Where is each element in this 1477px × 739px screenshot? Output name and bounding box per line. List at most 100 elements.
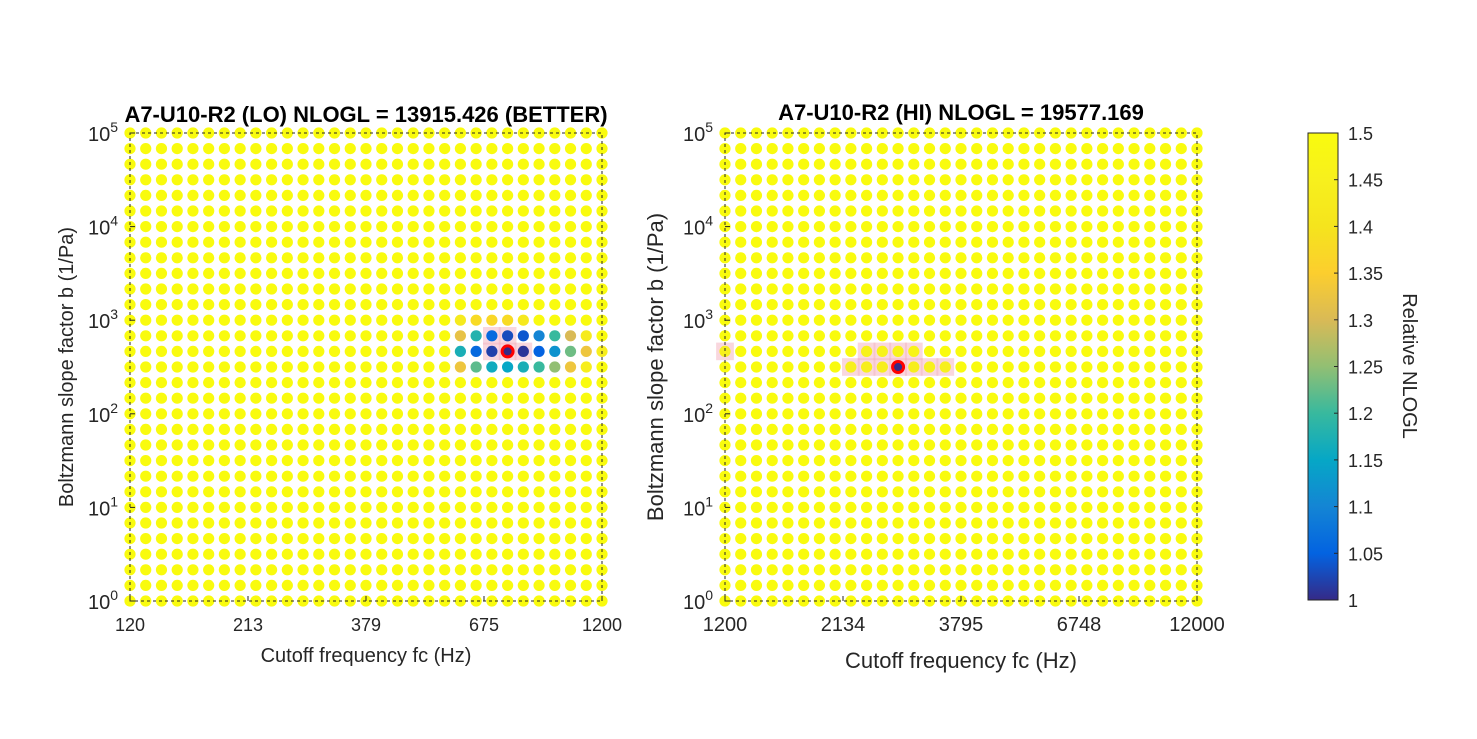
grid-point [766,283,778,295]
grid-point [892,470,904,482]
x-tick-label: 1200 [703,614,748,636]
grid-point [971,470,983,482]
grid-point [439,548,451,560]
grid-point [423,470,435,482]
grid-point [470,486,482,498]
grid-point [281,221,293,233]
grid-point [140,377,152,389]
grid-point [454,221,466,233]
grid-point [845,564,857,576]
grid-point [391,158,404,170]
grid-point [1112,548,1124,560]
grid-point [486,299,498,311]
grid-point [861,158,873,170]
grid-point [218,299,230,311]
grid-point [766,470,778,482]
x-tick-label: 3795 [939,614,984,636]
grid-point [971,455,983,467]
grid-point [1128,455,1140,467]
grid-point [439,486,451,498]
grid-point [798,455,810,467]
grid-point [892,408,904,420]
grid-point [939,517,951,529]
grid-point [1034,439,1046,451]
y-tick-exponent: 4 [705,213,713,229]
grid-point [876,174,888,186]
grid-point [735,189,747,201]
grid-point [155,377,168,389]
grid-point [986,439,999,451]
grid-point [454,267,466,279]
grid-point [1065,501,1077,513]
grid-point [313,517,325,529]
grid-point [813,267,826,279]
grid-point [140,361,152,373]
grid-point [486,548,498,560]
grid-point [1112,299,1124,311]
grid-point [218,205,230,217]
grid-point [281,377,293,389]
grid-point [923,314,936,326]
grid-point [782,455,794,467]
y-tick-base: 10 [683,592,705,614]
grid-point [782,267,794,279]
grid-point [470,189,482,201]
y-tick-base: 10 [683,218,705,240]
grid-point [923,501,936,513]
grid-point [1144,595,1156,607]
colorbar-tick-label: 1.1 [1348,498,1373,518]
grid-point [502,564,514,576]
grid-point [782,361,794,373]
grid-point [171,299,183,311]
grid-point [1034,267,1046,279]
grid-point [1144,377,1156,389]
grid-point [986,533,999,545]
grid-point [1049,330,1061,342]
grid-point [470,423,482,435]
grid-point [829,189,841,201]
grid-point [1112,221,1124,233]
grid-point [1175,221,1187,233]
grid-point [281,579,293,592]
grid-point [939,423,951,435]
grid-point [407,486,419,498]
grid-point [218,392,230,404]
y-tick-exponent: 5 [110,119,118,135]
grid-point [845,314,857,326]
best-fit-point [500,344,515,359]
grid-point [813,252,826,264]
grid-point [580,299,592,311]
grid-point [391,361,404,373]
grid-point [140,439,152,451]
grid-point [782,314,794,326]
y-tick-label: 102 [88,400,118,427]
grid-point [1018,564,1030,576]
grid-point [517,267,529,279]
grid-point [1049,252,1061,264]
grid-point [939,345,951,357]
grid-point [155,486,168,498]
grid-point [1002,470,1014,482]
grid-point [861,205,873,217]
grid-point [923,158,936,170]
grid-point [861,174,873,186]
grid-point [892,579,904,592]
grid-point [344,579,356,592]
grid-point [187,486,199,498]
grid-point [297,579,309,592]
grid-point [281,501,293,513]
grid-point [454,283,466,295]
grid-point [1144,345,1156,357]
grid-point [1097,127,1109,139]
grid-point [829,158,841,170]
grid-point [1049,548,1061,560]
grid-point [533,299,545,311]
grid-point [1065,221,1077,233]
grid-point [1175,548,1187,560]
grid-point [986,548,999,560]
grid-point [250,252,262,264]
grid-point [798,252,810,264]
grid-point [250,486,262,498]
grid-point [1002,423,1014,435]
grid-point [1128,299,1140,311]
